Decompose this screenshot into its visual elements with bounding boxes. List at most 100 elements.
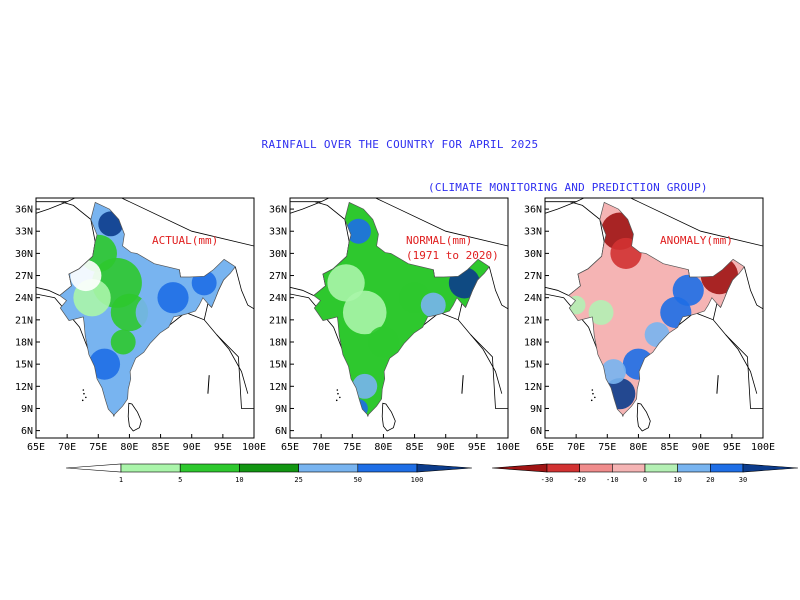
colorbar-segment xyxy=(677,463,711,473)
map-frame xyxy=(35,197,255,439)
x-tick-label: 85E xyxy=(406,442,424,453)
x-tick-label: 95E xyxy=(468,442,486,453)
country-border xyxy=(488,266,508,310)
x-tick-label: 80E xyxy=(629,442,647,453)
rainfall-region xyxy=(327,264,365,302)
y-tick-label: 6N xyxy=(530,426,542,437)
country-border xyxy=(743,266,763,310)
lakshadweep-island xyxy=(591,389,594,391)
y-tick-label: 12N xyxy=(269,382,287,393)
y-tick-label: 21N xyxy=(15,315,33,326)
colorbar-segment xyxy=(239,463,299,473)
colorbar-high-arrow xyxy=(742,463,799,473)
colorbar-label: 1 xyxy=(119,476,123,484)
rainfall-region xyxy=(98,381,124,407)
country-border xyxy=(36,201,68,214)
y-tick-label: 21N xyxy=(269,315,287,326)
rainfall-region xyxy=(346,218,371,244)
y-tick-label: 36N xyxy=(269,205,287,216)
panel-title: NORMAL(mm) xyxy=(406,234,472,247)
map-frame xyxy=(289,197,509,439)
colorbar-low-arrow xyxy=(491,463,548,473)
y-tick-label: 9N xyxy=(275,404,287,415)
colorbar-high-arrow xyxy=(416,463,473,473)
rainfall-region xyxy=(352,373,378,399)
y-tick-label: 27N xyxy=(269,271,287,282)
y-tick-label: 36N xyxy=(524,205,542,216)
india-outline xyxy=(568,201,745,416)
colorbar-label: 50 xyxy=(354,476,362,484)
country-border xyxy=(216,334,249,394)
colorbar-label: 10 xyxy=(235,476,243,484)
lakshadweep-island xyxy=(592,392,594,395)
x-tick-label: 90E xyxy=(183,442,201,453)
lakshadweep-island xyxy=(339,396,341,399)
y-tick-label: 18N xyxy=(269,338,287,349)
x-tick-label: 70E xyxy=(312,442,330,453)
rainfall-region xyxy=(644,322,670,348)
colorbar-low-arrow xyxy=(65,463,122,473)
colorbar-segment xyxy=(710,463,744,473)
colorbar-segment xyxy=(357,463,418,473)
colorbar-label: 30 xyxy=(739,476,747,484)
y-tick-label: 24N xyxy=(15,293,33,304)
india-outline xyxy=(313,201,490,416)
lakshadweep-island xyxy=(336,389,339,391)
country-border xyxy=(470,334,503,394)
x-tick-label: 75E xyxy=(598,442,616,453)
lakshadweep-island xyxy=(83,392,85,395)
colorbar-label: 5 xyxy=(178,476,182,484)
y-tick-label: 30N xyxy=(524,249,542,260)
y-tick-label: 27N xyxy=(524,271,542,282)
page-title: RAINFALL OVER THE COUNTRY FOR APRIL 2025 xyxy=(261,138,539,151)
x-tick-label: 65E xyxy=(27,442,45,453)
colorbar-segment xyxy=(179,463,240,473)
lakshadweep-island xyxy=(335,399,338,402)
country-border xyxy=(290,201,322,214)
y-tick-label: 9N xyxy=(21,404,33,415)
sri-lanka-outline xyxy=(127,402,142,432)
rainfall-region xyxy=(157,282,189,314)
panel-title: ACTUAL(mm) xyxy=(152,234,218,247)
x-tick-label: 85E xyxy=(661,442,679,453)
rainfall-region xyxy=(420,292,446,318)
colorbar-segment xyxy=(546,463,580,473)
rainfall-region xyxy=(342,290,387,335)
y-tick-label: 12N xyxy=(524,382,542,393)
y-tick-label: 36N xyxy=(15,205,33,216)
india-outline xyxy=(59,201,236,416)
y-tick-label: 24N xyxy=(524,293,542,304)
rainfall-region xyxy=(367,326,399,358)
map-frame xyxy=(544,197,764,439)
x-tick-label: 80E xyxy=(374,442,392,453)
colorbar-label: 25 xyxy=(294,476,302,484)
colorbar-label: -20 xyxy=(573,476,586,484)
sri-lanka-outline xyxy=(381,402,396,432)
y-tick-label: 33N xyxy=(269,227,287,238)
lakshadweep-island xyxy=(590,399,593,402)
anomaly-colorbar: -30 -20 -10 0 10 20 30 xyxy=(491,463,799,484)
country-border xyxy=(234,266,254,310)
colorbar-label: 0 xyxy=(643,476,647,484)
colorbar-segment xyxy=(298,463,359,473)
colorbar-segment xyxy=(120,463,181,473)
andaman-islands xyxy=(461,375,464,394)
colorbar-label: 20 xyxy=(706,476,714,484)
y-tick-label: 15N xyxy=(269,360,287,371)
rainfall-region xyxy=(622,348,655,380)
sri-lanka-outline xyxy=(636,402,651,432)
andaman-islands xyxy=(207,375,210,394)
rainfall-region xyxy=(672,274,704,306)
x-tick-label: 100E xyxy=(242,442,266,453)
y-tick-label: 18N xyxy=(15,338,33,349)
colorbar-segment xyxy=(612,463,646,473)
rainfall-region xyxy=(601,359,626,384)
x-tick-label: 85E xyxy=(152,442,170,453)
lakshadweep-island xyxy=(337,392,339,395)
colorbar-label: 10 xyxy=(673,476,681,484)
map-panel-3: 65E 70E 75E 80E 85E 90E 95E 100E 36N 33N 30N 27N 24N… xyxy=(524,197,775,453)
x-tick-label: 70E xyxy=(567,442,585,453)
andaman-islands xyxy=(716,375,719,394)
map-panel-2: 65E 70E 75E 80E 85E 90E 95E 100E 36N 33N 30N 27N 24N… xyxy=(269,197,520,453)
y-tick-label: 6N xyxy=(21,426,33,437)
